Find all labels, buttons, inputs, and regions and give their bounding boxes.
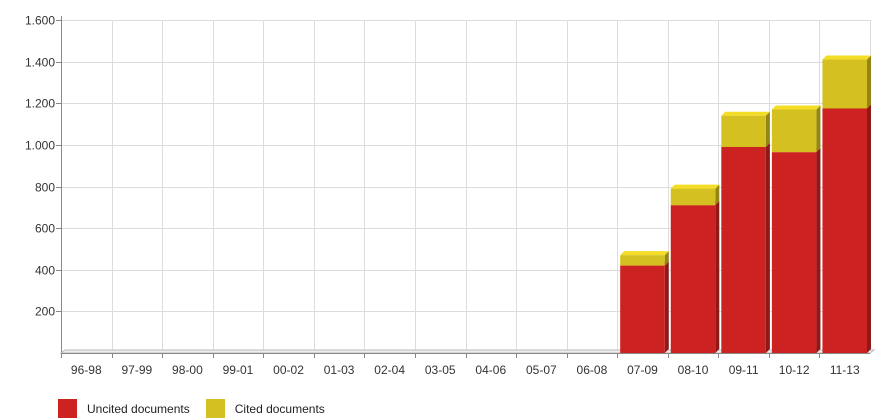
y-tick-label: 1.000 [25, 139, 55, 153]
bar-side-uncited [664, 261, 669, 353]
x-tick-label: 05-07 [526, 363, 557, 377]
y-tick-label: 1.400 [25, 56, 55, 70]
bar-cited-11-13 [822, 59, 867, 109]
legend-item-uncited: Uncited documents [58, 399, 190, 418]
bar-side-uncited [715, 201, 720, 353]
x-tick-label: 00-02 [273, 363, 304, 377]
bar-cited-10-12 [771, 109, 817, 153]
bar-top-cited [721, 111, 770, 116]
bar-top-cited [620, 251, 669, 256]
bar-cited-09-11 [721, 115, 766, 147]
legend-label-uncited: Uncited documents [87, 401, 190, 416]
x-tick-label: 03-05 [425, 363, 456, 377]
x-tick-label: 98-00 [172, 363, 203, 377]
x-tick-label: 11-13 [830, 363, 860, 377]
legend-swatch-uncited [58, 399, 77, 418]
bar-side-uncited [816, 148, 821, 353]
y-tick-label: 1.200 [25, 97, 55, 111]
bar-side-cited [816, 105, 821, 153]
x-tick-label: 07-09 [627, 363, 658, 377]
x-tick-label: 10-12 [779, 363, 810, 377]
bar-top-cited [822, 55, 871, 60]
legend-item-cited: Cited documents [205, 399, 325, 418]
bar-side-cited [715, 184, 720, 206]
x-tick-label: 02-04 [374, 363, 405, 377]
x-tick-label: 08-10 [678, 363, 709, 377]
bar-uncited-08-10 [670, 205, 716, 353]
x-tick-label: 97-99 [121, 363, 152, 377]
x-tick-label: 96-98 [71, 363, 102, 377]
bar-side-uncited [867, 104, 871, 353]
bar-cited-07-09 [620, 255, 665, 266]
bar-uncited-07-09 [620, 265, 665, 353]
y-tick-label: 1.600 [25, 14, 55, 28]
x-tick-label: 04-06 [475, 363, 506, 377]
x-tick-label: 09-11 [729, 363, 759, 377]
x-tick-label: 01-03 [324, 363, 355, 377]
y-tick-label: 600 [35, 222, 55, 236]
bar-cited-08-10 [670, 188, 716, 206]
legend: Uncited documents Cited documents [58, 399, 341, 418]
x-tick-label: 06-08 [577, 363, 608, 377]
y-tick-label: 800 [35, 181, 55, 195]
bar-uncited-10-12 [771, 152, 817, 353]
legend-swatch-cited [205, 399, 225, 418]
x-tick-label: 99-01 [223, 363, 254, 377]
y-tick-label: 400 [35, 264, 55, 278]
bar-side-cited [664, 251, 669, 266]
bar-uncited-11-13 [822, 108, 867, 353]
y-tick-label: 200 [35, 305, 55, 319]
bar-side-cited [765, 111, 770, 147]
bar-top-cited [771, 105, 821, 110]
bar-side-uncited [765, 142, 770, 353]
bar-side-cited [867, 55, 871, 109]
bar-uncited-09-11 [721, 146, 766, 353]
bar-top-cited [670, 184, 720, 189]
legend-label-cited: Cited documents [234, 401, 325, 416]
